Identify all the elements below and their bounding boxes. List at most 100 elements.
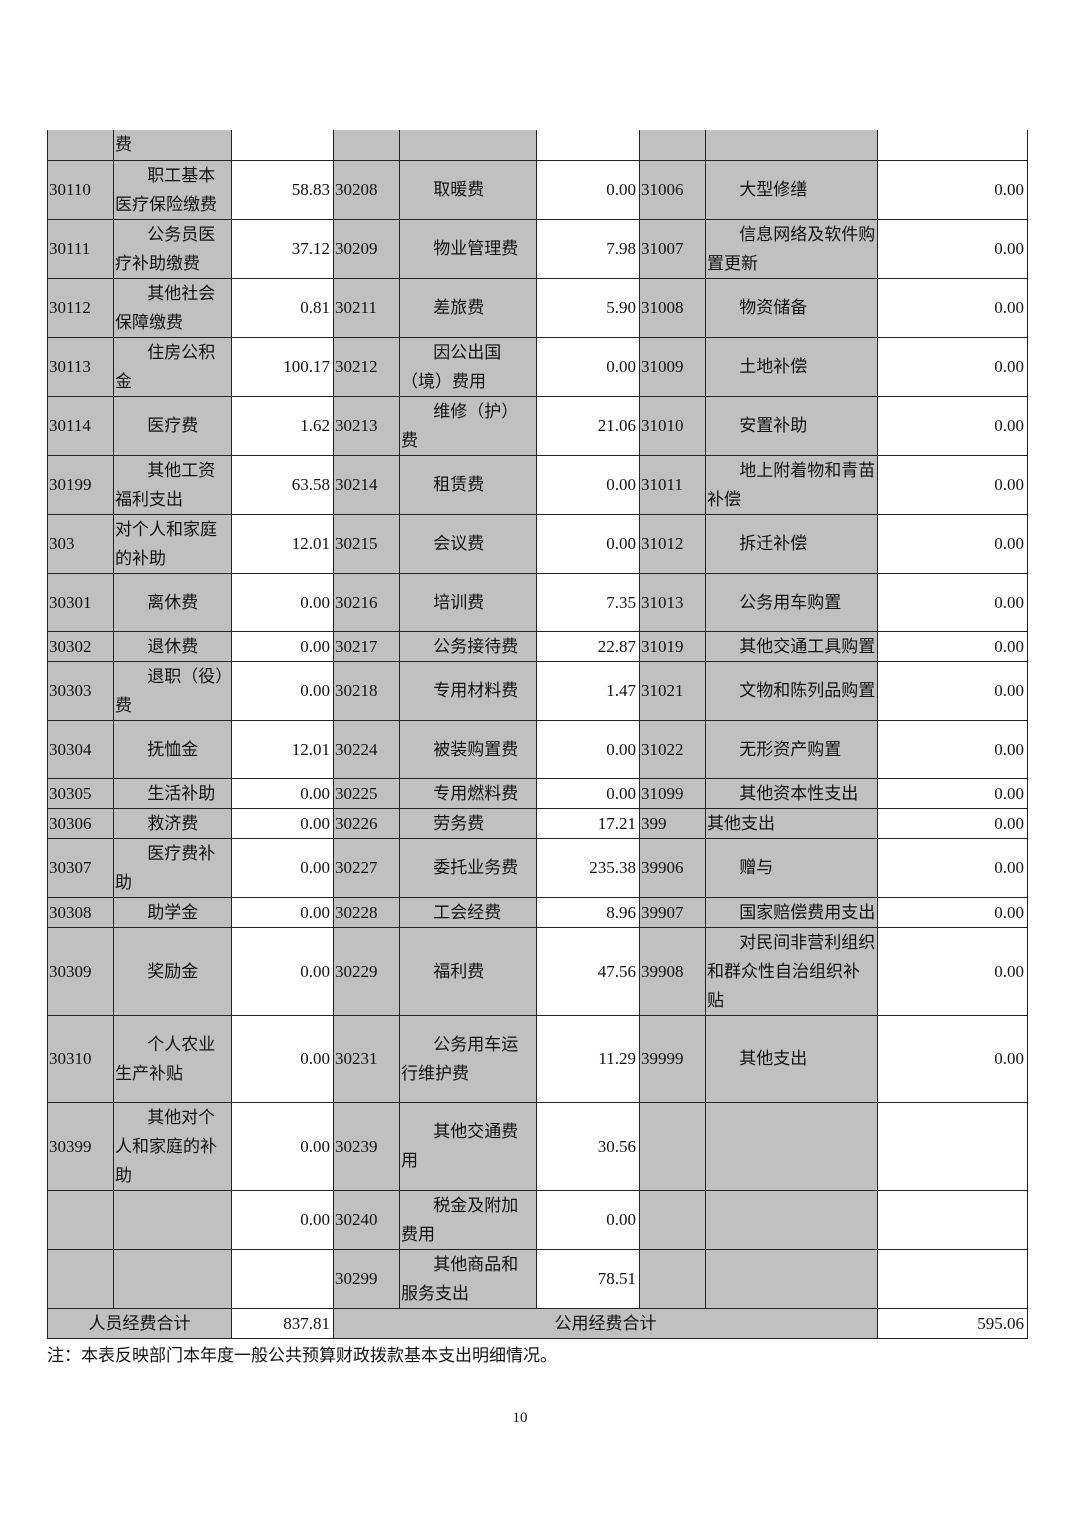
cell-code-2: 30208	[333, 159, 400, 220]
cell-code-3: 39999	[639, 1014, 706, 1103]
cell-name-3: 对民间非营利组织和群众性自治组织补贴	[705, 926, 878, 1016]
cell-amount-3: 0.00	[877, 807, 1028, 839]
cell-amount-3: 0.00	[877, 218, 1028, 279]
cell-code-1: 30303	[47, 660, 114, 721]
cell-name-3: 地上附着物和青苗补偿	[705, 454, 878, 515]
cell-code-2: 30240	[333, 1189, 400, 1250]
cell-name-1: 奖励金	[113, 926, 232, 1016]
cell-code-1: 30306	[47, 807, 114, 839]
cell-code-1: 30111	[47, 218, 114, 279]
cell-code-3: 31011	[639, 454, 706, 515]
cell-code-2: 30214	[333, 454, 400, 515]
cell-name-2: 会议费	[399, 513, 537, 574]
table-row: 30110 职工基本医疗保险缴费 58.83 30208 取暖费 0.00 31006 大型修…	[47, 159, 1028, 220]
cell-amount-3: 0.00	[877, 719, 1028, 779]
personnel-total-value: 837.81	[231, 1307, 334, 1339]
cell-name-1	[113, 1189, 232, 1250]
cell-name-3: 其他支出	[705, 807, 878, 839]
cell-amount-1: 0.00	[231, 1101, 334, 1191]
cell-name-3: 其他支出	[705, 1014, 878, 1103]
cell-name-1: 其他工资福利支出	[113, 454, 232, 515]
cell-name-3: 物资储备	[705, 277, 878, 338]
table-row: 0.00 30240 税金及附加费用 0.00	[47, 1189, 1028, 1250]
cell-amount-1: 0.00	[231, 1189, 334, 1250]
cell-amount-1: 12.01	[231, 513, 334, 574]
cell-name-3: 大型修缮	[705, 159, 878, 220]
cell-amount-1: 100.17	[231, 336, 334, 397]
cell-amount-2: 0.00	[536, 513, 640, 574]
cell-code-2: 30211	[333, 277, 400, 338]
public-total-label: 公用经费合计	[333, 1307, 878, 1339]
cell-code-2: 30239	[333, 1101, 400, 1191]
cell-amount-3: 0.00	[877, 395, 1028, 456]
cell-code-3: 31013	[639, 572, 706, 632]
cell-name-3: 无形资产购置	[705, 719, 878, 779]
cell-amount-2: 0.00	[536, 777, 640, 809]
table-row: 30307 医疗费补助 0.00 30227 委托业务费 235.38 39906 赠与 0.0…	[47, 837, 1028, 898]
expenditure-detail-table: 费 30110 职工基本医疗保险缴费 58.83 30208 取暖费 0.00 31006 大型…	[47, 130, 1028, 1339]
cell-amount-3: 0.00	[877, 837, 1028, 898]
cell-name-2: 取暖费	[399, 159, 537, 220]
cell-amount-3: 0.00	[877, 336, 1028, 397]
cell-amount-3: 0.00	[877, 1014, 1028, 1103]
table-row: 30306 救济费 0.00 30226 劳务费 17.21 399 其他支出 0.00	[47, 807, 1028, 839]
cell-code-1: 30301	[47, 572, 114, 632]
cell-code-3: 39908	[639, 926, 706, 1016]
cell-name-1: 对个人和家庭的补助	[113, 513, 232, 574]
cell-code-3: 39907	[639, 896, 706, 928]
cell-name-1: 退职（役）费	[113, 660, 232, 721]
cell-name-2: 福利费	[399, 926, 537, 1016]
table-row: 30114 医疗费 1.62 30213 维修（护）费 21.06 31010 安置补助 0.0…	[47, 395, 1028, 456]
cell-name-3: 赠与	[705, 837, 878, 898]
cell-amount-1: 0.00	[231, 896, 334, 928]
cell-code-3: 31021	[639, 660, 706, 721]
cell-amount-3: 0.00	[877, 630, 1028, 662]
cell-amount-2: 235.38	[536, 837, 640, 898]
cell-code-2: 30229	[333, 926, 400, 1016]
cell-amount-1: 0.00	[231, 660, 334, 721]
cell-amount-1: 0.00	[231, 926, 334, 1016]
cell-name-1	[113, 1248, 232, 1309]
table-row: 30303 退职（役）费 0.00 30218 专用材料费 1.47 31021 文物和陈列品…	[47, 660, 1028, 721]
cell-name-3: 信息网络及软件购置更新	[705, 218, 878, 279]
table-row: 30302 退休费 0.00 30217 公务接待费 22.87 31019 其他交通工具购置…	[47, 630, 1028, 662]
table-row: 303 对个人和家庭的补助 12.01 30215 会议费 0.00 31012 拆迁补偿 0.…	[47, 513, 1028, 574]
table-row: 30304 抚恤金 12.01 30224 被装购置费 0.00 31022 无形资产购置 0.…	[47, 719, 1028, 779]
cell-code-1: 30112	[47, 277, 114, 338]
cell-code-1: 30114	[47, 395, 114, 456]
cell-name-2: 维修（护）费	[399, 395, 537, 456]
cell-amount-1: 1.62	[231, 395, 334, 456]
cell-name-1: 助学金	[113, 896, 232, 928]
cell-amount-2: 0.00	[536, 719, 640, 779]
cell-amount-1	[231, 130, 334, 161]
table-row: 30310 个人农业生产补贴 0.00 30231 公务用车运行维护费 11.29 3999…	[47, 1014, 1028, 1103]
cell-code-1	[47, 130, 114, 161]
table-row: 30113 住房公积金 100.17 30212 因公出国（境）费用 0.00 31009 土…	[47, 336, 1028, 397]
cell-code-1: 30199	[47, 454, 114, 515]
cell-name-3: 安置补助	[705, 395, 878, 456]
cell-name-1: 个人农业生产补贴	[113, 1014, 232, 1103]
cell-amount-3	[877, 130, 1028, 161]
cell-amount-1: 63.58	[231, 454, 334, 515]
cell-amount-2: 7.35	[536, 572, 640, 632]
cell-amount-3: 0.00	[877, 513, 1028, 574]
cell-code-1	[47, 1189, 114, 1250]
cell-name-1: 职工基本医疗保险缴费	[113, 159, 232, 220]
cell-amount-2: 5.90	[536, 277, 640, 338]
cell-amount-2: 0.00	[536, 159, 640, 220]
totals-row: 人员经费合计 837.81 公用经费合计 595.06	[47, 1307, 1028, 1339]
cell-amount-2: 21.06	[536, 395, 640, 456]
cell-amount-2: 17.21	[536, 807, 640, 839]
cell-amount-2: 22.87	[536, 630, 640, 662]
cell-code-3: 31099	[639, 777, 706, 809]
personnel-total-label: 人员经费合计	[47, 1307, 232, 1339]
table-row: 30399 其他对个人和家庭的补助 0.00 30239 其他交通费用 30.56	[47, 1101, 1028, 1191]
cell-code-3	[639, 1248, 706, 1309]
cell-code-1: 30399	[47, 1101, 114, 1191]
cell-code-3: 39906	[639, 837, 706, 898]
cell-name-2: 工会经费	[399, 896, 537, 928]
cell-name-3	[705, 1248, 878, 1309]
cell-name-2: 专用燃料费	[399, 777, 537, 809]
table-row: 30305 生活补助 0.00 30225 专用燃料费 0.00 31099 其他资本性支出 0…	[47, 777, 1028, 809]
cell-code-3	[639, 130, 706, 161]
